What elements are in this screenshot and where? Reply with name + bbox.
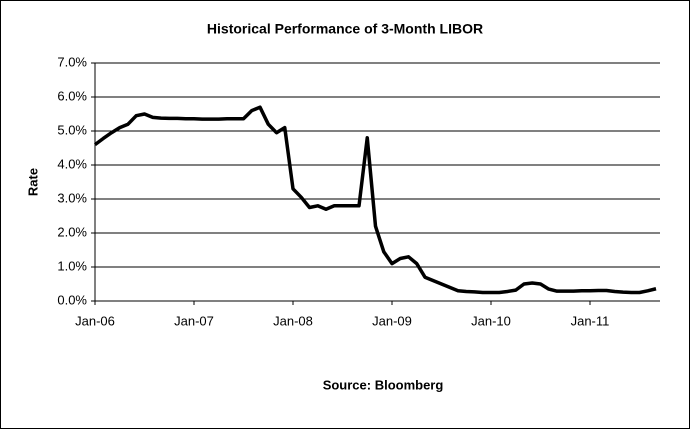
y-tick-label: 6.0% [57,88,87,103]
x-tick-label: Jan-06 [75,313,115,328]
y-tick-label: 4.0% [57,156,87,171]
chart-title: Historical Performance of 3-Month LIBOR [207,21,483,37]
line [93,105,657,295]
x-tick-label: Jan-08 [273,313,313,328]
annotation: Source: Bloomberg [323,377,444,392]
y-tick-label: 5.0% [57,122,87,137]
y-tick-label: 3.0% [57,190,87,205]
x-tick-label: Jan-11 [571,313,610,328]
y-tick-label: 0.0% [57,292,87,307]
y-axis-label: Rate [25,168,40,196]
y-tick-label: 2.0% [57,224,87,239]
x-tick-label: Jan-09 [372,313,412,328]
y-tick-label: 1.0% [57,258,87,273]
x-tick-label: Jan-07 [174,313,214,328]
y-tick-label: 7.0% [57,54,87,69]
x-tick-label: Jan-10 [471,313,511,328]
